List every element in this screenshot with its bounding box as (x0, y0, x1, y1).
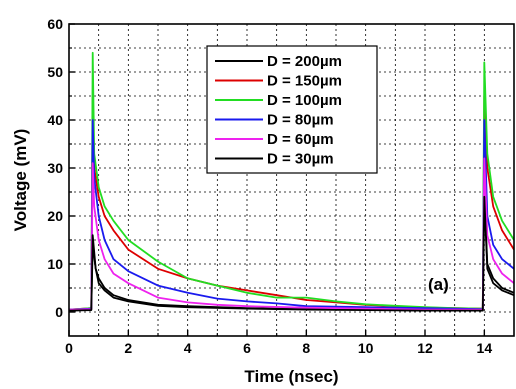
legend-label: D = 30µm (267, 151, 334, 168)
x-tick-label: 10 (358, 340, 374, 356)
legend: D = 200µm D = 150µm D = 100µm D = 80µm D = 6… (206, 45, 378, 174)
series-line (68, 157, 515, 311)
x-tick-labels: 0 2 4 6 8 10 12 14 (65, 340, 492, 356)
legend-label: D = 100µm (267, 92, 342, 109)
plot-series (68, 51, 515, 312)
x-tick-label: 2 (124, 340, 132, 356)
legend-box (206, 45, 378, 174)
x-tick-label: 0 (65, 340, 73, 356)
x-tick-label: 8 (302, 340, 310, 356)
x-axis-label: Time (nsec) (244, 367, 338, 386)
y-tick-label: 30 (47, 160, 63, 176)
x-tick-label: 12 (417, 340, 433, 356)
legend-label: D = 80µm (267, 112, 334, 129)
legend-label: D = 60µm (267, 131, 334, 148)
y-tick-label: 20 (47, 208, 63, 224)
series-line (68, 195, 515, 312)
y-tick-label: 50 (47, 64, 63, 80)
series-line (68, 119, 515, 311)
y-tick-label: 0 (55, 304, 63, 320)
legend-label: D = 150µm (267, 73, 342, 90)
y-tick-label: 10 (47, 256, 63, 272)
series-line (68, 51, 515, 311)
y-tick-label: 40 (47, 112, 63, 128)
axis-ticks (68, 23, 486, 336)
x-tick-label: 6 (243, 340, 251, 356)
y-tick-labels: 0 10 20 30 40 50 60 (47, 16, 63, 320)
y-axis-label: Voltage (mV) (11, 129, 30, 232)
y-tick-label: 60 (47, 16, 63, 32)
x-tick-label: 4 (184, 340, 192, 356)
plot-frame (68, 23, 515, 337)
panel-annotation: (a) (428, 275, 449, 294)
legend-label: D = 200µm (267, 53, 342, 70)
x-tick-label: 14 (477, 340, 493, 356)
